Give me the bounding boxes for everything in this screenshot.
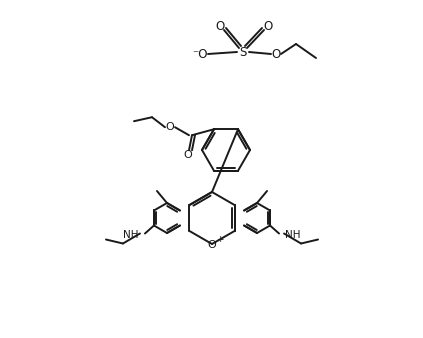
Text: O: O [272, 48, 280, 61]
Text: O: O [215, 20, 225, 32]
Text: S: S [239, 46, 247, 58]
Text: O: O [166, 122, 174, 132]
Text: NH: NH [285, 230, 300, 240]
Text: O: O [184, 150, 192, 160]
Text: O: O [264, 20, 273, 32]
Text: ⁻O: ⁻O [192, 48, 208, 61]
Text: O: O [208, 240, 217, 250]
Text: +: + [216, 236, 224, 244]
Text: NH: NH [124, 230, 139, 240]
